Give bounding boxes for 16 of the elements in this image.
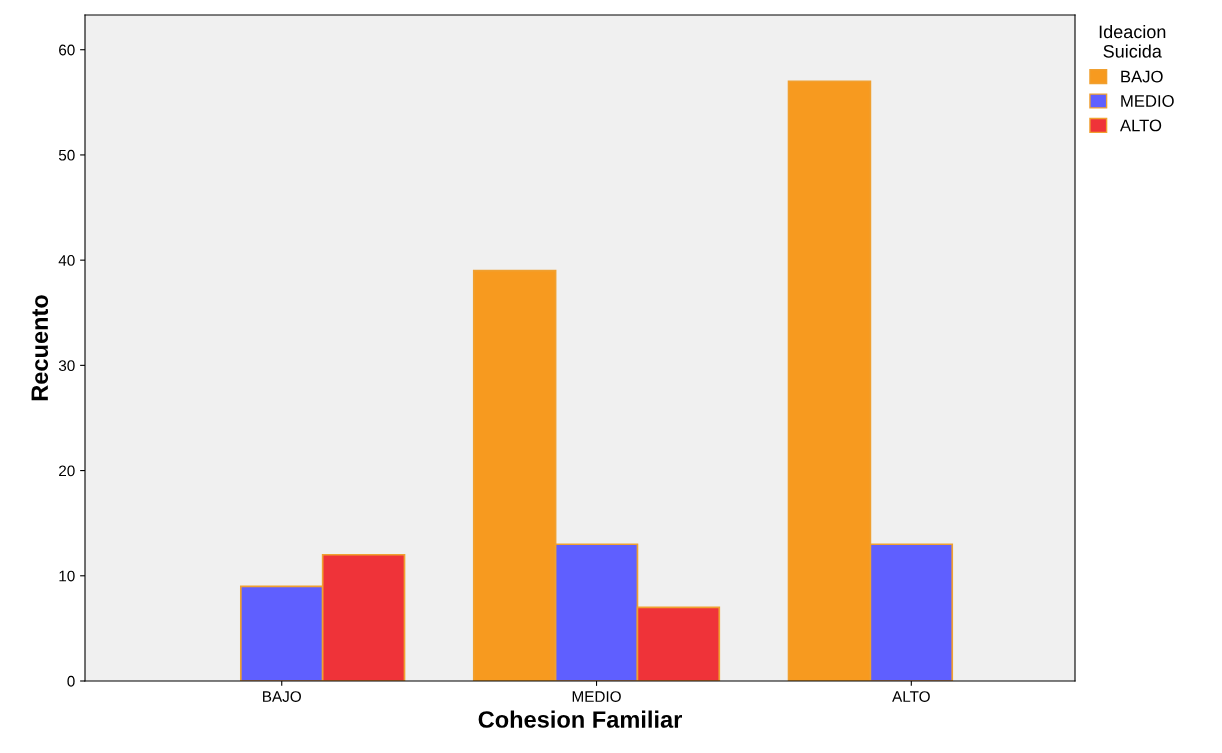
y-tick-label: 50 [58,149,75,161]
legend-label: BAJO [1121,70,1163,83]
x-tick-label: MEDIO [572,691,621,702]
legend-title: Ideacion Suicida [1099,25,1166,58]
x-tick-label: BAJO [263,691,301,702]
y-tick-label: 10 [59,570,75,582]
y-tick-label: 40 [58,255,75,266]
legend-label: MEDIO [1121,95,1174,107]
y-tick-label: 30 [58,360,75,372]
y-tick-label: 60 [59,44,75,56]
y-tick-label: 20 [59,465,75,477]
x-tick-label: ALTO [892,691,930,702]
y-axis-title: Recuento [31,295,49,401]
x-axis-title: Cohesion Familiar [478,710,682,728]
legend-label: ALTO [1119,119,1162,132]
y-tick-label: 0 [67,675,75,687]
